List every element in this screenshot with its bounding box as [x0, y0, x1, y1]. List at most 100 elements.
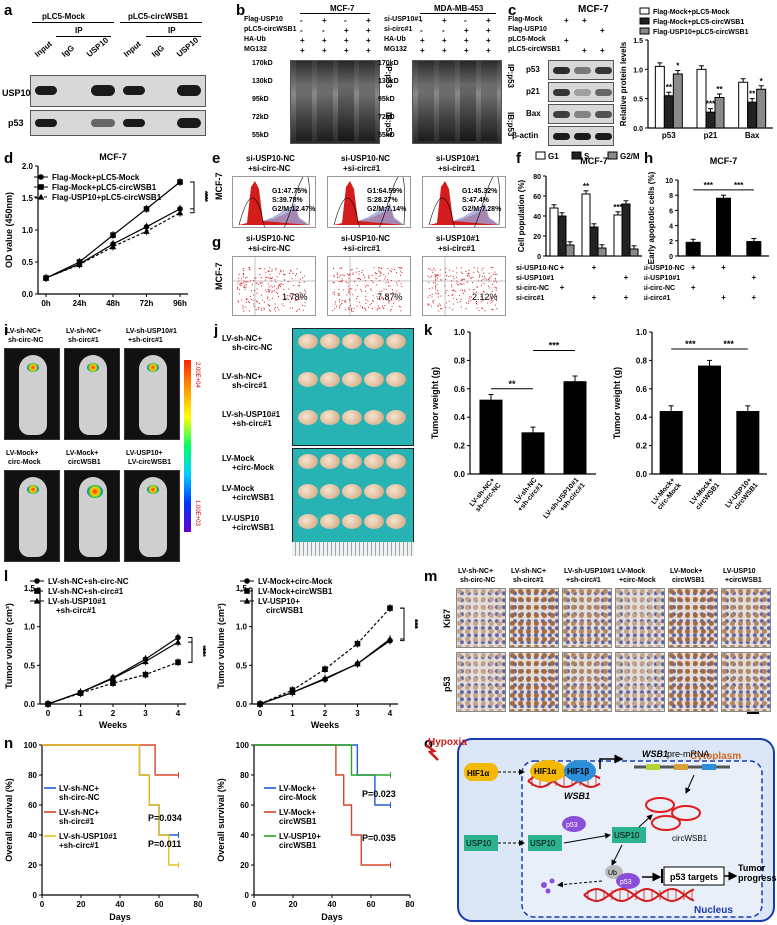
g-dot [456, 267, 458, 269]
category-label: LV-USP10+circWSB1 [724, 477, 759, 515]
legend-label: LV-sh-NC+sh-circ-NC [59, 784, 100, 802]
sig-star: * [760, 77, 764, 86]
b-right-sign: + [464, 46, 469, 55]
c-sign: + [600, 26, 605, 35]
y-tick-label: 0.4 [636, 413, 648, 422]
g-percent: 7.87% [377, 292, 403, 302]
ip-label-1: IP [75, 26, 83, 35]
j-tumor [386, 454, 406, 469]
g-dot [396, 272, 398, 274]
b-left-sign: - [300, 16, 303, 25]
g-dot [481, 280, 483, 282]
series-line [47, 641, 179, 705]
g-dot [338, 301, 340, 303]
c-band [574, 133, 591, 140]
ip-line-1 [56, 36, 111, 37]
panel-label-e: e [212, 150, 221, 167]
j-tumor [320, 410, 340, 425]
e-s-phase [358, 203, 404, 225]
g-dot [333, 282, 335, 284]
g-dot [293, 285, 295, 287]
g-dot [269, 305, 271, 307]
g-dot [294, 294, 296, 296]
panel-label-n: n [4, 735, 14, 752]
y-tick-label: 100 [236, 741, 250, 750]
legend-label: G1 [548, 152, 559, 161]
g-dot [270, 280, 272, 282]
y-tick-label: 100 [24, 741, 38, 750]
y-tick-label: 0.2 [636, 442, 648, 451]
g-dot [237, 277, 239, 279]
g-dot [453, 289, 455, 291]
g-dot [387, 272, 389, 274]
i-signal [147, 363, 159, 372]
g-dotplot-box [422, 256, 506, 316]
i-label: LV-sh-USP10#1 [126, 328, 177, 335]
legend-label-line: sh-circ#1 [59, 817, 95, 826]
y-tick-label: 0.0 [22, 290, 34, 299]
g-dot [484, 310, 486, 312]
x-tick-label: 3 [143, 709, 148, 718]
i-mouse-image [124, 470, 180, 562]
category-label: p53 [662, 131, 676, 140]
g-dot [267, 303, 269, 305]
y-tick-label: 1.5 [236, 584, 248, 593]
g-dot [479, 274, 481, 276]
g-dot [264, 268, 266, 270]
g-dot [245, 301, 247, 303]
g-dot [435, 276, 437, 278]
g-dot [274, 279, 276, 281]
g-dot [354, 280, 356, 282]
c-blot [548, 126, 614, 146]
y-tick-label: 0.4 [454, 413, 466, 422]
arrow-usp10-bind [563, 832, 611, 844]
g-dot [348, 308, 350, 310]
j-label: LV-USP10 [222, 514, 260, 523]
legend-label-line: LV-Mock+ [279, 808, 316, 817]
g-dot [299, 296, 301, 298]
g-dot [351, 309, 353, 311]
g-dot [466, 281, 468, 283]
g-dot [283, 270, 285, 272]
g-dot [241, 282, 243, 284]
g-dot [490, 275, 492, 277]
bar [659, 411, 683, 475]
bar [621, 203, 631, 257]
g-dot [456, 298, 458, 300]
j-tumor [298, 484, 318, 499]
i-label: sh-circ#1 [68, 337, 99, 344]
c-band [553, 111, 570, 118]
g-dot [400, 270, 402, 272]
g-dot [284, 298, 286, 300]
g-dot [292, 273, 294, 275]
g-dot [255, 300, 257, 302]
g-dot [371, 275, 373, 277]
j-label: LV-Mock [222, 454, 255, 463]
g-dot [348, 290, 350, 292]
legend-label-line: LV-Mock+ [279, 784, 316, 793]
b-right-sign: + [464, 36, 469, 45]
treat-sign: + [751, 293, 756, 302]
g-dot [268, 286, 270, 288]
b-right-sign: + [486, 26, 491, 35]
g-dot [470, 296, 472, 298]
g-dot [271, 277, 273, 279]
legend-label: Flag-Mock+pLC5-circWSB1 [653, 19, 744, 26]
g-dot [495, 281, 497, 283]
g-dot [332, 310, 334, 312]
legend-label-line: circWSB1 [279, 817, 317, 826]
g-dot [492, 273, 494, 275]
g-dot [384, 278, 386, 280]
g-dot [242, 307, 244, 309]
chart-title: MCF-7 [99, 152, 127, 162]
g-dot [472, 282, 474, 284]
g-dot [387, 268, 389, 270]
m-col-label: LV-USP10 [723, 568, 756, 575]
m-col-label: LV-sh-NC+ [511, 568, 547, 575]
g-dot [269, 289, 271, 291]
g-dot [249, 269, 251, 271]
g-dot [298, 298, 300, 300]
g-dot [371, 302, 373, 304]
g-dot [445, 267, 447, 269]
g-dot [372, 295, 374, 297]
